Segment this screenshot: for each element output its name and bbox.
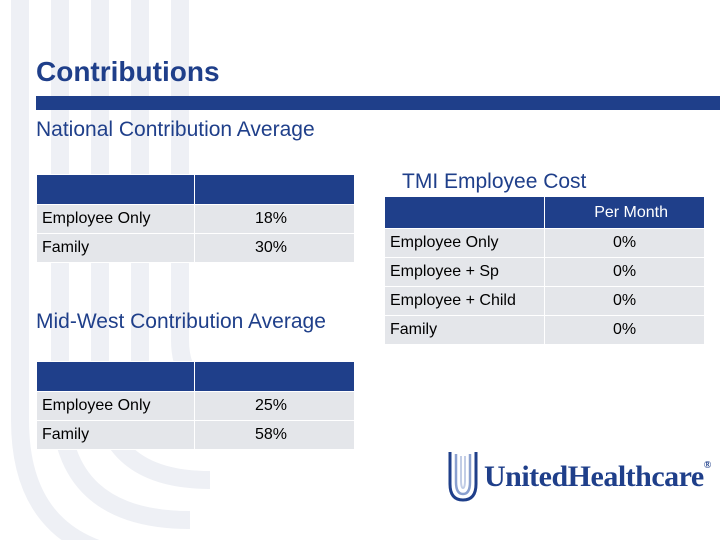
row-label: Employee Only [384, 228, 545, 258]
row-label: Employee Only [36, 204, 195, 234]
logo-text: UnitedHealthcare® [484, 460, 711, 493]
table-row: Employee Only 25% [36, 391, 355, 421]
row-label: Employee + Child [384, 286, 545, 316]
row-value: 0% [544, 228, 705, 258]
row-label: Family [384, 315, 545, 345]
national-header-row [36, 174, 355, 205]
row-label: Family [36, 233, 195, 263]
tmi-header-cell-1 [384, 196, 545, 229]
tmi-heading: TMI Employee Cost [402, 170, 587, 193]
table-row: Family 0% [384, 315, 705, 345]
row-value: 0% [544, 257, 705, 287]
row-value: 0% [544, 315, 705, 345]
national-table: Employee Only 18% Family 30% [36, 174, 355, 263]
table-row: Family 30% [36, 233, 355, 263]
row-value: 0% [544, 286, 705, 316]
row-value: 58% [194, 420, 355, 450]
tmi-header-row: Per Month [384, 196, 705, 229]
midwest-table: Employee Only 25% Family 58% [36, 361, 355, 450]
national-header-cell-2 [194, 174, 355, 205]
page-title: Contributions [36, 56, 220, 87]
table-row: Employee Only 18% [36, 204, 355, 234]
tmi-table: Per Month Employee Only 0% Employee + Sp… [384, 196, 705, 345]
uhc-shield-icon [448, 452, 478, 502]
midwest-header-cell-2 [194, 361, 355, 392]
row-label: Family [36, 420, 195, 450]
title-rule [36, 96, 720, 110]
row-value: 18% [194, 204, 355, 234]
tmi-column-header: Per Month [544, 196, 705, 229]
national-heading: National Contribution Average [36, 118, 315, 141]
unitedhealthcare-logo: UnitedHealthcare® [446, 452, 711, 502]
midwest-heading: Mid-West Contribution Average [36, 310, 326, 333]
table-row: Employee + Sp 0% [384, 257, 705, 287]
midwest-header-cell-1 [36, 361, 195, 392]
row-value: 30% [194, 233, 355, 263]
midwest-header-row [36, 361, 355, 392]
table-row: Employee + Child 0% [384, 286, 705, 316]
row-value: 25% [194, 391, 355, 421]
table-row: Family 58% [36, 420, 355, 450]
table-row: Employee Only 0% [384, 228, 705, 258]
row-label: Employee + Sp [384, 257, 545, 287]
row-label: Employee Only [36, 391, 195, 421]
national-header-cell-1 [36, 174, 195, 205]
